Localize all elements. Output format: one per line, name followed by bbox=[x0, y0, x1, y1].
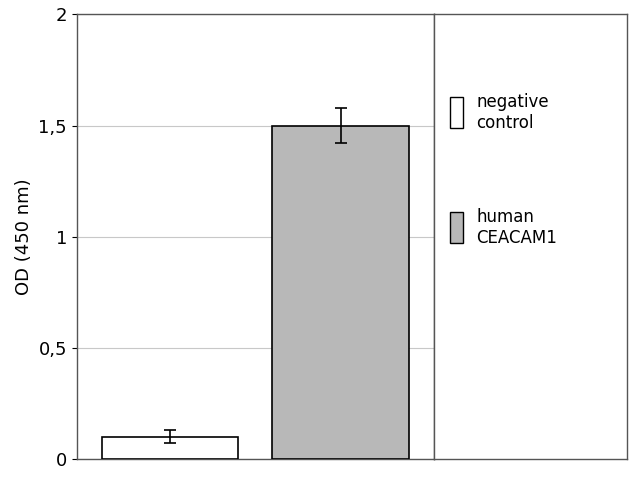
FancyBboxPatch shape bbox=[449, 212, 463, 243]
Bar bbox=[273, 126, 408, 459]
Bar bbox=[102, 437, 239, 459]
Text: human
CEACAM1: human CEACAM1 bbox=[477, 208, 557, 247]
Y-axis label: OD (450 nm): OD (450 nm) bbox=[15, 178, 33, 295]
FancyBboxPatch shape bbox=[449, 97, 463, 128]
Text: negative
control: negative control bbox=[477, 93, 549, 132]
